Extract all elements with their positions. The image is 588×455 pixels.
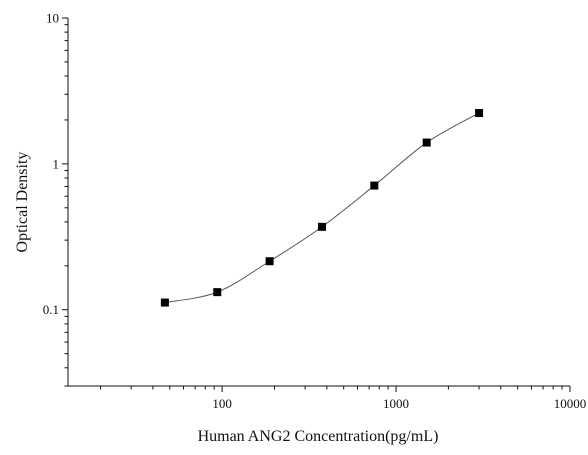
data-points-layer [160,109,484,307]
data-point [213,288,222,297]
y-axis-label: Optical Density [14,152,31,253]
y-tick-label: 1 [53,156,60,171]
axes-layer: 100 1000 10000 0.1 1 10 [43,11,587,412]
data-point [160,298,169,307]
y-tick-label: 10 [46,11,59,26]
fit-curve-line [164,112,480,304]
data-point [265,257,274,266]
x-axis-label: Human ANG2 Concentration(pg/mL) [198,428,439,445]
data-point [317,222,326,231]
y-tick-label: 0.1 [43,302,59,317]
data-point [370,181,379,190]
x-tick-label: 1000 [383,396,409,411]
x-tick-label: 100 [212,396,232,411]
data-point [422,138,431,147]
x-tick-label: 10000 [554,396,587,411]
data-point [475,109,484,118]
